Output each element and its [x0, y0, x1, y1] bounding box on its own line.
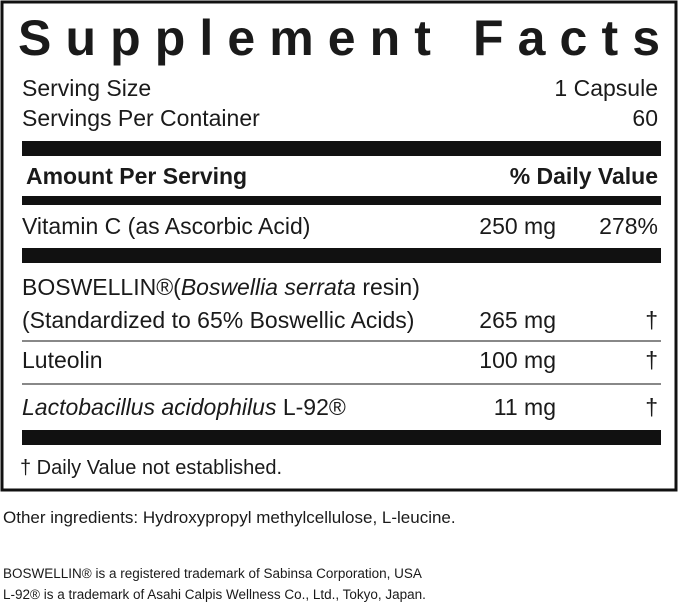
thick-rule: [22, 141, 661, 156]
amount: 11 mg: [494, 394, 556, 420]
amount: 265 mg: [479, 307, 556, 333]
name-part: resin): [356, 274, 420, 300]
panel-border: [0, 0, 678, 492]
nutrient-name: Lactobacillus acidophilus L-92®: [22, 394, 346, 420]
trademark: L-92® is a trademark of Asahi Calpis Wel…: [3, 587, 426, 602]
column-header: % Daily Value: [510, 163, 658, 189]
name-part: L-92®: [276, 394, 345, 420]
nutrient-name: Vitamin C (as Ascorbic Acid): [22, 213, 310, 239]
daily-value: 278%: [599, 213, 658, 239]
name-part: BOSWELLIN®(: [22, 274, 181, 300]
thick-rule: [22, 248, 661, 263]
daily-value: †: [645, 394, 658, 420]
nutrient-name: Luteolin: [22, 347, 103, 373]
thick-rule: [22, 430, 661, 445]
daily-value: †: [645, 347, 658, 373]
trademark: BOSWELLIN® is a registered trademark of …: [3, 566, 422, 581]
other-ingredients: Other ingredients: Hydroxypropyl methylc…: [3, 508, 456, 527]
title: Supplement Facts: [18, 10, 660, 66]
amount: 100 mg: [479, 347, 556, 373]
serving-value: 60: [632, 105, 658, 131]
amount: 250 mg: [479, 213, 556, 239]
name-part: Vitamin C (as Ascorbic Acid): [22, 213, 310, 239]
footnote: † Daily Value not established.: [20, 457, 282, 479]
rule: [22, 196, 661, 205]
nutrient-name: BOSWELLIN®(Boswellia serrata resin): [22, 274, 420, 300]
name-part: Boswellia serrata: [181, 274, 356, 300]
serving-label: Serving Size: [22, 75, 151, 101]
serving-label: Servings Per Container: [22, 105, 260, 131]
column-header: Amount Per Serving: [26, 163, 247, 189]
serving-value: 1 Capsule: [554, 75, 658, 101]
name-part: Luteolin: [22, 347, 103, 373]
nutrient-detail: (Standardized to 65% Boswellic Acids): [22, 307, 414, 333]
name-part: Lactobacillus acidophilus: [22, 394, 277, 420]
daily-value: †: [645, 307, 658, 333]
